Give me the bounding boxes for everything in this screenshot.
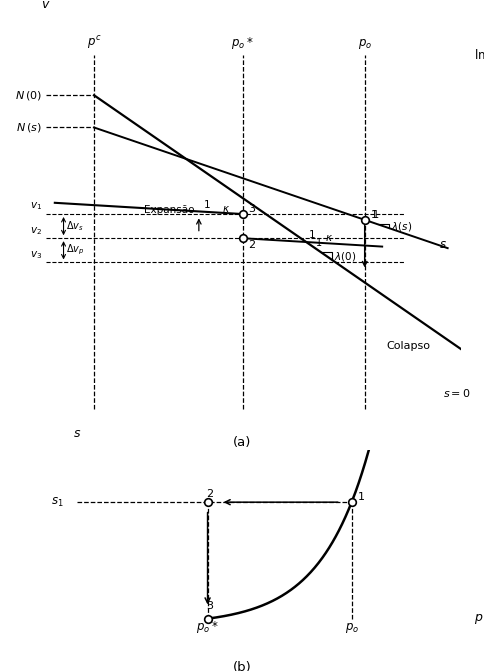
Text: $s$: $s$ xyxy=(72,427,81,440)
Text: 1: 1 xyxy=(357,493,364,503)
Text: $p_o$: $p_o$ xyxy=(357,37,371,51)
Text: $\kappa$: $\kappa$ xyxy=(325,233,333,243)
Text: Colapso: Colapso xyxy=(386,341,429,351)
Text: $\lambda(s)$: $\lambda(s)$ xyxy=(390,219,411,233)
Text: $s = 0$: $s = 0$ xyxy=(442,387,470,399)
Text: $s_1$: $s_1$ xyxy=(51,496,63,509)
Text: $p_o*$: $p_o*$ xyxy=(231,35,253,51)
Text: 3: 3 xyxy=(206,601,213,611)
Text: $p_o*$: $p_o*$ xyxy=(196,619,218,635)
Text: 1: 1 xyxy=(372,210,378,220)
Text: $\Delta v_p$: $\Delta v_p$ xyxy=(66,243,84,258)
Text: $p$: $p$ xyxy=(473,612,482,625)
Text: $\kappa$: $\kappa$ xyxy=(221,204,229,213)
Text: Expansão: Expansão xyxy=(144,205,194,215)
Text: $s$: $s$ xyxy=(438,238,446,251)
Text: $v_2$: $v_2$ xyxy=(30,225,42,237)
Text: $p^c$: $p^c$ xyxy=(87,34,101,51)
Text: 1: 1 xyxy=(308,229,315,240)
Text: 1: 1 xyxy=(371,210,378,220)
Text: $N\,(s)$: $N\,(s)$ xyxy=(16,121,42,134)
Text: 1: 1 xyxy=(204,201,211,211)
Text: $\lambda(0)$: $\lambda(0)$ xyxy=(333,250,356,262)
Text: 2: 2 xyxy=(206,488,213,499)
Text: $v_1$: $v_1$ xyxy=(30,201,42,213)
Text: 3: 3 xyxy=(247,204,254,214)
Text: $v_3$: $v_3$ xyxy=(30,249,42,261)
Text: ln $p$: ln $p$ xyxy=(473,46,484,64)
Text: $\Delta v_s$: $\Delta v_s$ xyxy=(66,219,83,233)
Text: $p_o$: $p_o$ xyxy=(344,621,358,635)
Text: (a): (a) xyxy=(233,435,251,448)
Text: $v$: $v$ xyxy=(41,0,51,11)
Text: 2: 2 xyxy=(247,240,254,250)
Text: $N\,(0)$: $N\,(0)$ xyxy=(15,89,42,102)
Text: 1: 1 xyxy=(315,238,321,248)
Text: (b): (b) xyxy=(233,661,251,671)
